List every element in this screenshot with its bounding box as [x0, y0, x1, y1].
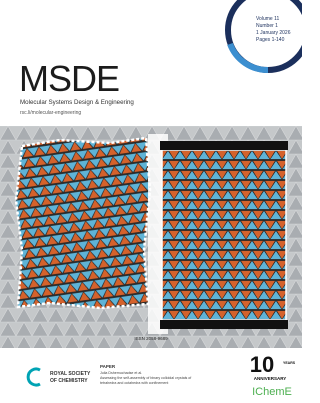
article-title-2: tetrahedra and octahedra with confinemen… — [100, 381, 168, 385]
journal-subtitle: Molecular Systems Design & Engineering — [20, 99, 134, 106]
crystal-right — [162, 150, 286, 320]
wall-top — [160, 141, 288, 150]
volume: Volume 11 — [256, 16, 279, 22]
crystal-left — [16, 138, 150, 308]
cover: Volume 11 Number 1 1 January 2026 Pages … — [0, 0, 302, 403]
number: Number 1 — [256, 23, 278, 29]
pages: Pages 1-140 — [256, 37, 285, 43]
anniversary-years: YEARS — [283, 361, 296, 365]
date: 1 January 2026 — [256, 30, 291, 36]
partner: IChemE — [252, 386, 292, 398]
journal-title: MSDE — [19, 58, 119, 99]
journal-url: rsc.li/molecular-engineering — [20, 110, 81, 116]
publisher-line1: ROYAL SOCIETY — [50, 371, 91, 377]
issn: ISSN 2058-9689 — [134, 336, 168, 341]
article-authors: Julia Dshemuchadse et al. — [100, 371, 142, 375]
publisher-line2: OF CHEMISTRY — [50, 378, 88, 384]
article-type: PAPER — [100, 364, 116, 369]
anniversary-number: 10 — [250, 352, 274, 377]
anniversary-label: ANNIVERSARY — [254, 376, 287, 381]
article-title-1: Assessing the self-assembly of binary co… — [100, 376, 191, 380]
wall-bottom — [160, 320, 288, 329]
